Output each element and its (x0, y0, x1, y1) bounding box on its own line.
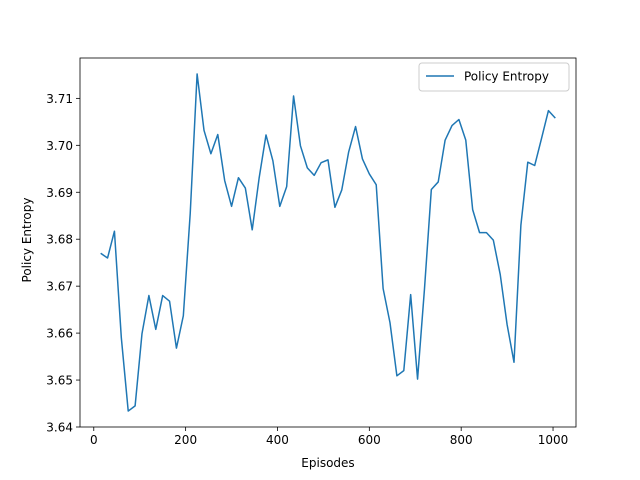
y-tick-label: 3.66 (46, 327, 73, 341)
x-tick-label: 0 (90, 433, 98, 447)
x-tick-label: 400 (266, 433, 289, 447)
y-tick-label: 3.68 (46, 233, 73, 247)
plot-frame (79, 57, 577, 428)
y-tick-label: 3.65 (46, 374, 73, 388)
y-tick-label: 3.67 (46, 280, 73, 294)
legend-box (418, 62, 570, 92)
y-tick-label: 3.64 (46, 421, 73, 435)
x-tick-label: 200 (174, 433, 197, 447)
x-tick-label: 800 (450, 433, 473, 447)
x-tick-label: 600 (358, 433, 381, 447)
y-tick-label: 3.69 (46, 186, 73, 200)
y-axis-ticks: 3.64 3.65 3.66 3.67 3.68 3.69 3.70 3.71 (46, 92, 80, 435)
y-axis-label: Policy Entropy (20, 198, 34, 283)
legend: Policy Entropy (418, 62, 570, 92)
x-tick-label: 1000 (538, 433, 569, 447)
y-tick-label: 3.70 (46, 139, 73, 153)
x-axis-label: Episodes (301, 456, 354, 470)
y-tick-label: 3.71 (46, 92, 73, 106)
legend-series-name: Policy Entropy (464, 70, 549, 84)
series-line-policy-entropy (100, 73, 556, 412)
plot-area (100, 73, 556, 412)
x-axis-ticks: 0 200 400 600 800 1000 (90, 427, 568, 447)
